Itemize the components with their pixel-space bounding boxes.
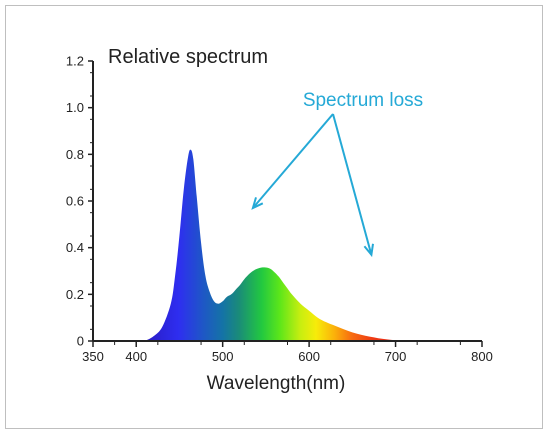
x-tick-label: 350 xyxy=(82,349,104,364)
annotation-arrow-line xyxy=(252,113,334,209)
y-tick-label: 0.8 xyxy=(66,147,84,162)
x-tick-label: 600 xyxy=(298,349,320,364)
annotation-arrowhead xyxy=(363,243,374,258)
x-tick-label: 700 xyxy=(385,349,407,364)
y-tick-label: 0.2 xyxy=(66,287,84,302)
spectrum-area xyxy=(144,149,405,341)
y-tick-label: 1.0 xyxy=(66,100,84,115)
plot-area: 0 0.2 0.4 0.6 0.8 1.0 1.2 350 400 500 600 700 800 xyxy=(66,54,493,365)
x-tick-label: 500 xyxy=(212,349,234,364)
spectrum-chart: 0 0.2 0.4 0.6 0.8 1.0 1.2 350 400 500 600 700 800 Re… xyxy=(66,46,493,394)
x-tick-label: 800 xyxy=(471,349,493,364)
x-tick-label: 400 xyxy=(125,349,147,364)
chart-title: Relative spectrum xyxy=(108,46,268,68)
y-tick-label: 1.2 xyxy=(66,54,84,69)
y-tick-label: 0.4 xyxy=(66,240,84,255)
annotation-label: Spectrum loss xyxy=(303,90,423,111)
y-tick-label: 0.6 xyxy=(66,194,84,209)
chart-frame: 0 0.2 0.4 0.6 0.8 1.0 1.2 350 400 500 600 700 800 Re… xyxy=(5,5,543,429)
annotation-arrow-line xyxy=(332,113,373,255)
x-axis-label: Wavelength(nm) xyxy=(207,373,346,394)
annotation-arrowhead xyxy=(251,197,264,210)
y-tick-label: 0 xyxy=(77,334,84,349)
